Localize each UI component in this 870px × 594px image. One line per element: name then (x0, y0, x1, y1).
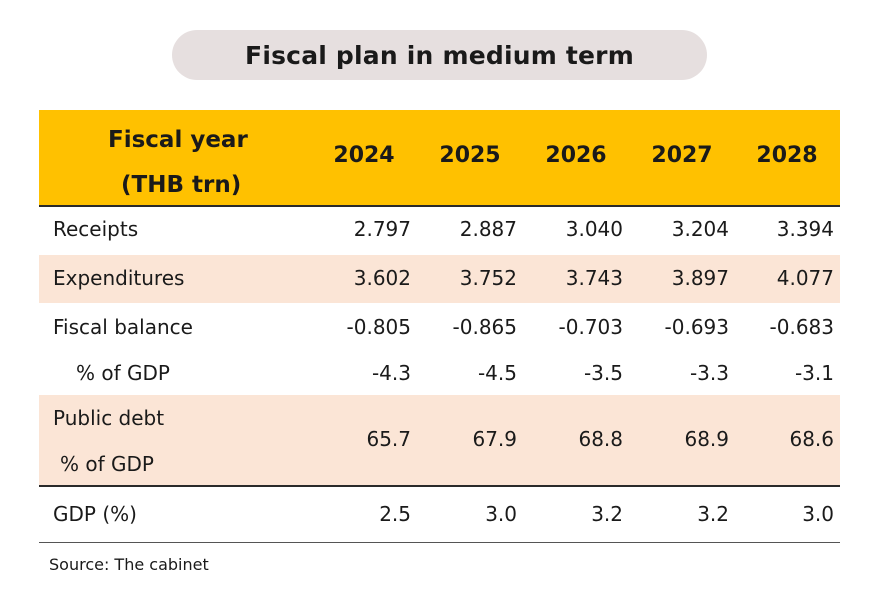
table-cell: -0.693 (664, 315, 729, 339)
year-header: 2026 (545, 143, 607, 168)
table-cell: 68.6 (789, 427, 834, 451)
row-label-expenditures: Expenditures (53, 266, 185, 290)
table-cell: -0.805 (346, 315, 411, 339)
source-note: Source: The cabinet (49, 555, 209, 574)
year-header: 2028 (756, 143, 818, 168)
table-cell: -4.5 (477, 361, 517, 385)
divider (39, 205, 840, 207)
page-title: Fiscal plan in medium term (172, 30, 707, 80)
year-header: 2024 (333, 143, 395, 168)
row-band-expenditures (39, 255, 840, 303)
row-label-public-debt-pct: % of GDP (60, 452, 154, 476)
row-label-fiscal-balance-pct: % of GDP (76, 361, 170, 385)
table-cell: 3.204 (671, 217, 729, 241)
table-cell: 3.394 (776, 217, 834, 241)
row-label-gdp: GDP (%) (53, 502, 137, 526)
divider (39, 485, 840, 487)
year-header: 2027 (651, 143, 713, 168)
table-cell: -4.3 (371, 361, 411, 385)
table-cell: 2.797 (353, 217, 411, 241)
header-label: Fiscal year (108, 127, 248, 153)
table-cell: 2.5 (379, 502, 411, 526)
table-cell: -0.683 (769, 315, 834, 339)
table-cell: -0.865 (452, 315, 517, 339)
table-cell: 3.752 (459, 266, 517, 290)
row-label-fiscal-balance: Fiscal balance (53, 315, 193, 339)
table-header (39, 110, 840, 205)
row-label-receipts: Receipts (53, 217, 139, 241)
header-unit: (THB trn) (121, 172, 242, 198)
table-cell: 3.0 (802, 502, 834, 526)
table-cell: 3.602 (353, 266, 411, 290)
table-cell: 3.040 (565, 217, 623, 241)
table-cell: -3.1 (794, 361, 834, 385)
table-cell: -3.3 (689, 361, 729, 385)
divider (39, 542, 840, 543)
row-band-public-debt (39, 395, 840, 485)
table-cell: 68.8 (578, 427, 623, 451)
row-label-public-debt: Public debt (53, 406, 165, 430)
table-cell: 67.9 (472, 427, 517, 451)
table-cell: 65.7 (366, 427, 411, 451)
table-cell: -0.703 (558, 315, 623, 339)
table-cell: 3.0 (485, 502, 517, 526)
table-cell: 3.2 (697, 502, 729, 526)
table-cell: 68.9 (684, 427, 729, 451)
table-cell: 3.743 (565, 266, 623, 290)
year-header: 2025 (439, 143, 501, 168)
table-cell: 2.887 (459, 217, 517, 241)
table-cell: 4.077 (776, 266, 834, 290)
table-cell: 3.897 (671, 266, 729, 290)
table-cell: -3.5 (583, 361, 623, 385)
table-cell: 3.2 (591, 502, 623, 526)
